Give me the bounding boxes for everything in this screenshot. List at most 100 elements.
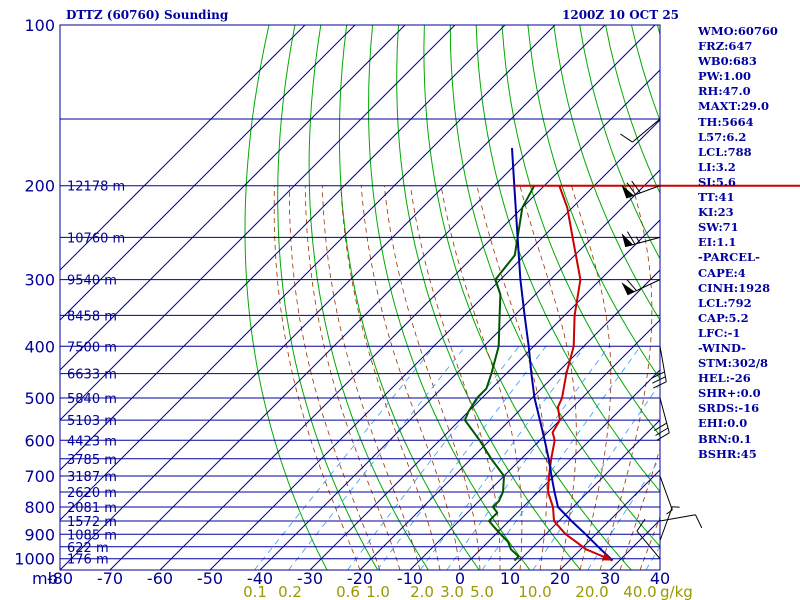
isotherm-line <box>60 25 356 321</box>
moist-adiabat-line <box>360 185 461 570</box>
wind-barb <box>659 506 680 541</box>
surface-arrow <box>601 552 613 561</box>
dry-adiabat-line <box>277 25 379 570</box>
moist-adiabat-line <box>519 185 577 570</box>
index-item: CAP:5.2 <box>698 310 749 325</box>
index-item: -PARCEL- <box>698 250 760 265</box>
height-label: 4423 m <box>67 434 117 449</box>
pressure-tick-label: 500 <box>24 389 55 408</box>
background-lines <box>244 25 660 570</box>
wind-barb <box>620 118 661 143</box>
moist-adiabat-line <box>571 185 612 570</box>
index-item: FRZ:647 <box>698 39 753 54</box>
isotherm-line <box>60 25 456 421</box>
index-item: TT:41 <box>698 190 735 205</box>
isotherm-line <box>509 419 660 570</box>
index-item: LCL:792 <box>698 295 752 310</box>
dry-adiabat-line <box>368 25 531 570</box>
index-item: KI:23 <box>698 205 734 220</box>
pressure-tick-label: 100 <box>24 16 55 35</box>
pressure-tick-label: 1000 <box>14 550 55 569</box>
mixing-ratio-label: 5.0 <box>470 583 494 600</box>
mixing-ratio-label: 0.1 <box>243 583 267 600</box>
height-label: 2081 m <box>67 501 117 516</box>
index-item: BSHR:45 <box>698 446 757 461</box>
isotherm-line <box>459 369 660 570</box>
mixing-ratio-unit: g/kg <box>660 583 693 600</box>
wind-barb <box>659 475 673 515</box>
index-item: PW:1.00 <box>698 69 752 84</box>
mixing-ratio-line <box>347 346 520 570</box>
temperature-tick-label: -50 <box>197 569 223 588</box>
dry-adiabat-line <box>553 25 660 322</box>
pressure-axis-unit: mb <box>32 569 58 588</box>
temperature-tick-label: 10 <box>500 569 520 588</box>
moist-adiabat-line <box>440 185 523 570</box>
height-label: 5840 m <box>67 392 117 407</box>
temperature-tick-label: -70 <box>97 569 123 588</box>
isotherm-line <box>60 25 556 521</box>
mixing-ratio-label: 40.0 <box>623 583 656 600</box>
moist-adiabat-line <box>304 185 401 570</box>
dry-adiabat-line <box>423 25 632 570</box>
index-item: SI:5.6 <box>698 174 736 189</box>
temperature-tick-label: -30 <box>297 569 323 588</box>
temperature-tick-label: -60 <box>147 569 173 588</box>
mixing-ratio-label: 0.6 <box>336 583 360 600</box>
wind-barb <box>621 279 661 296</box>
height-label: 6633 m <box>67 368 117 383</box>
isotherm-line <box>60 25 406 371</box>
index-item: SRDS:-16 <box>698 401 760 416</box>
wind-barb <box>653 397 670 441</box>
dry-adiabat-line <box>396 25 581 570</box>
dry-adiabat-line <box>501 25 660 437</box>
index-item: STM:302/8 <box>698 356 769 371</box>
temperature-tick-label: 30 <box>600 569 620 588</box>
temperature-tick-label: -20 <box>347 569 373 588</box>
temperature-tick-label: -10 <box>397 569 423 588</box>
index-item: CINH:1928 <box>698 280 771 295</box>
dry-adiabat-line <box>475 25 660 493</box>
height-label: 1572 m <box>67 515 117 530</box>
height-label: 1085 m <box>67 528 117 543</box>
index-item: TH:5664 <box>698 114 754 129</box>
mixing-ratio-label: 10.0 <box>518 583 551 600</box>
wind-barb <box>636 518 661 560</box>
isotherm-line <box>259 169 660 570</box>
isotherm-line <box>559 469 660 570</box>
mixing-ratio-line <box>288 346 466 570</box>
pressure-tick-label: 700 <box>24 467 55 486</box>
parcel-trace <box>511 147 614 562</box>
pressure-tick-label: 200 <box>24 177 55 196</box>
moist-adiabat-line <box>273 185 361 570</box>
index-item: WB0:683 <box>698 54 757 69</box>
mixing-ratio-line <box>532 382 660 570</box>
temperature-tick-label: 0 <box>455 569 465 588</box>
wind-barb <box>621 231 661 248</box>
index-item: LCL:788 <box>698 144 752 159</box>
index-item: CAPE:4 <box>698 265 746 280</box>
height-label: 5103 m <box>67 414 117 429</box>
index-item: L57:6.2 <box>698 129 747 144</box>
moist-adiabat-line <box>321 185 421 570</box>
wind-barb <box>659 514 703 529</box>
index-item: BRN:0.1 <box>698 431 752 446</box>
index-item: MAXT:29.0 <box>698 99 769 114</box>
isotherm-line <box>109 25 656 570</box>
station-title: DTTZ (60760) Sounding <box>66 8 229 22</box>
mixing-ratio-label: 0.2 <box>278 583 302 600</box>
temperature-tick-label: 20 <box>550 569 570 588</box>
height-label: 10760 m <box>67 231 125 246</box>
height-label: 622 m <box>67 541 109 556</box>
height-label: 2620 m <box>67 486 117 501</box>
mixing-ratio-label: 20.0 <box>575 583 608 600</box>
mixing-ratio-label: 1.0 <box>366 583 390 600</box>
index-item: LFC:-1 <box>698 325 741 340</box>
pressure-tick-label: 300 <box>24 271 55 290</box>
isotherm-grid <box>60 25 660 570</box>
index-item: LI:3.2 <box>698 159 736 174</box>
mixing-ratio-line <box>587 457 660 570</box>
height-label: 176 m <box>67 553 109 568</box>
